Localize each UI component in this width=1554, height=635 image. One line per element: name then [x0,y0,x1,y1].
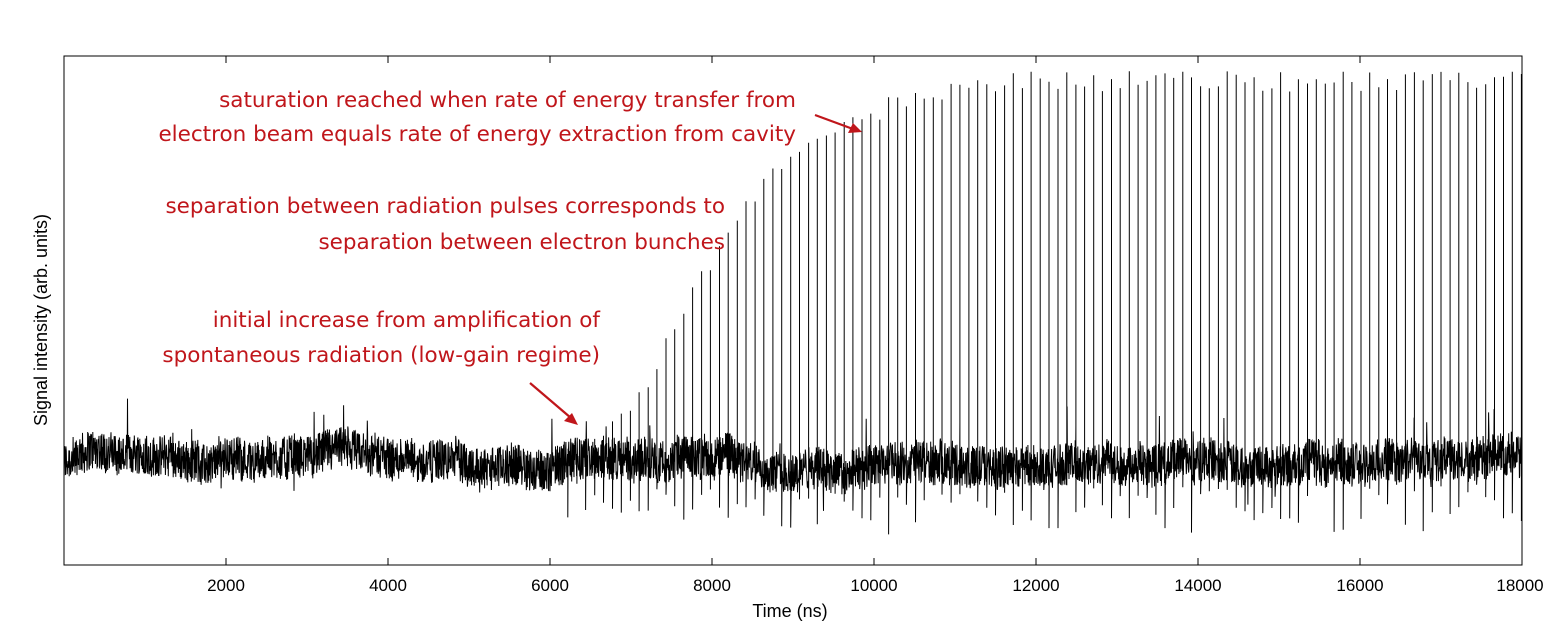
signal-line [63,71,1523,535]
x-tick-label: 16000 [1336,576,1383,595]
x-tick-label: 6000 [531,576,569,595]
annotation-separation-line-1: separation between radiation pulses corr… [165,194,725,219]
plot-frame [63,55,1523,566]
annotation-saturation: saturation reached when rate of energy t… [158,88,862,147]
annotation-initial-arrow [529,382,578,425]
annotation-initial-line-2: spontaneous radiation (low-gain regime) [162,343,600,368]
annotation-separation-line-2: separation between electron bunches [318,230,725,255]
annotation-saturation-arrow [814,113,862,133]
x-tick-label: 18000 [1496,576,1543,595]
x-tick-label: 14000 [1174,576,1221,595]
annotation-initial-increase: initial increase from amplification of s… [162,308,600,425]
x-axis-title: Time (ns) [752,601,827,621]
annotation-initial-line-1: initial increase from amplification of [213,308,601,333]
x-axis-ticks: 2000 4000 6000 8000 10000 12000 14000 16000 1800… [207,56,1544,595]
y-axis-title: Signal intensity (arb. units) [31,214,51,426]
x-tick-label: 10000 [850,576,897,595]
annotation-saturation-line-1: saturation reached when rate of energy t… [219,88,796,113]
annotation-saturation-line-2: electron beam equals rate of energy extr… [158,122,796,147]
x-tick-label: 2000 [207,576,245,595]
x-tick-label: 12000 [1012,576,1059,595]
x-tick-label: 4000 [369,576,407,595]
x-tick-label: 8000 [693,576,731,595]
signal-trace [63,71,1523,535]
annotation-separation: separation between radiation pulses corr… [165,194,725,255]
